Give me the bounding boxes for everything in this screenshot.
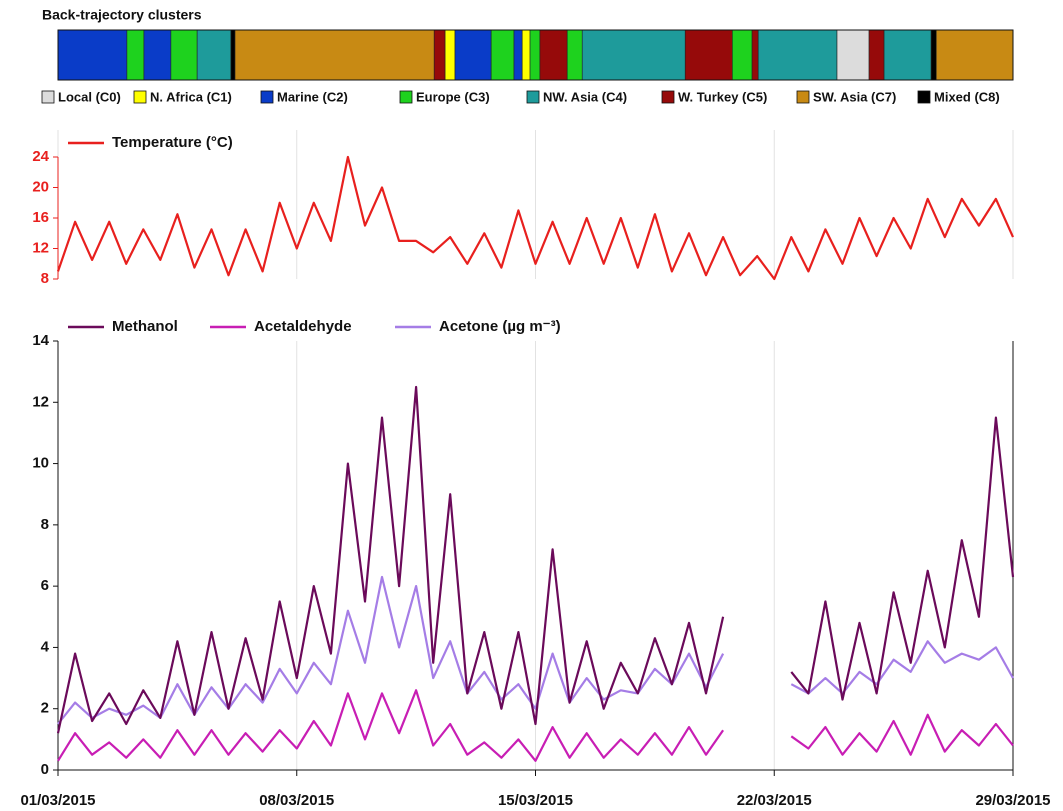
cluster-segment bbox=[234, 29, 435, 81]
cluster-segment bbox=[444, 29, 456, 81]
y-tick-label: 6 bbox=[41, 577, 49, 594]
series-line bbox=[57, 689, 1014, 762]
y-tick-label: 12 bbox=[32, 393, 49, 410]
x-tick-label: 29/03/2015 bbox=[975, 792, 1050, 809]
cluster-segment bbox=[521, 29, 531, 81]
cluster-segment bbox=[836, 29, 870, 81]
cluster-segment bbox=[581, 29, 686, 81]
legend-label: W. Turkey (C5) bbox=[678, 89, 767, 104]
cluster-segment bbox=[684, 29, 733, 81]
y-tick-label: 24 bbox=[32, 148, 49, 165]
legend-swatch bbox=[661, 90, 675, 104]
cluster-segment bbox=[868, 29, 885, 81]
y-tick-label: 4 bbox=[41, 638, 50, 655]
y-tick-label: 8 bbox=[41, 516, 49, 533]
cluster-segment bbox=[930, 29, 937, 81]
legend-label: Europe (C3) bbox=[416, 89, 490, 104]
y-tick-label: 20 bbox=[32, 178, 49, 195]
cluster-segment bbox=[126, 29, 145, 81]
x-tick-label: 15/03/2015 bbox=[498, 792, 573, 809]
cluster-segment bbox=[170, 29, 198, 81]
legend-label: Local (C0) bbox=[58, 89, 121, 104]
y-tick-label: 16 bbox=[32, 209, 49, 226]
series-line bbox=[56, 385, 1015, 734]
legend-swatch bbox=[260, 90, 274, 104]
cluster-segment bbox=[566, 29, 583, 81]
cluster-title: Back-trajectory clusters bbox=[42, 7, 202, 23]
cluster-segment bbox=[230, 29, 236, 81]
legend-swatch bbox=[526, 90, 540, 104]
legend-label: NW. Asia (C4) bbox=[543, 89, 627, 104]
cluster-segment bbox=[57, 29, 128, 81]
cluster-frame bbox=[57, 29, 1014, 81]
legend-swatch bbox=[41, 90, 55, 104]
y-tick-label: 10 bbox=[32, 455, 49, 472]
cluster-segment bbox=[196, 29, 232, 81]
legend-label: Marine (C2) bbox=[277, 89, 348, 104]
x-tick-label: 08/03/2015 bbox=[259, 792, 334, 809]
y-tick-label: 8 bbox=[41, 270, 49, 287]
legend-swatch bbox=[399, 90, 413, 104]
cluster-segment bbox=[935, 29, 1014, 81]
legend-label: Acetone (µg m⁻³) bbox=[439, 318, 561, 335]
legend-swatch bbox=[917, 90, 931, 104]
cluster-segment bbox=[490, 29, 515, 81]
x-tick-label: 01/03/2015 bbox=[20, 792, 95, 809]
legend-label: Mixed (C8) bbox=[934, 89, 1000, 104]
cluster-segment bbox=[513, 29, 523, 81]
legend-swatch bbox=[796, 90, 810, 104]
cluster-segment bbox=[143, 29, 172, 81]
cluster-segment bbox=[757, 29, 838, 81]
y-tick-label: 12 bbox=[32, 239, 49, 256]
y-tick-label: 0 bbox=[41, 761, 49, 778]
series-line bbox=[56, 155, 1015, 281]
cluster-segment bbox=[454, 29, 492, 81]
cluster-segment bbox=[731, 29, 753, 81]
legend-swatch bbox=[133, 90, 147, 104]
cluster-segment bbox=[539, 29, 568, 81]
x-tick-label: 22/03/2015 bbox=[737, 792, 812, 809]
legend-label: Temperature (°C) bbox=[112, 134, 233, 151]
legend-label: SW. Asia (C7) bbox=[813, 89, 896, 104]
y-tick-label: 14 bbox=[32, 332, 49, 349]
cluster-segment bbox=[529, 29, 541, 81]
cluster-segment bbox=[433, 29, 446, 81]
cluster-segment bbox=[883, 29, 932, 81]
y-tick-label: 2 bbox=[41, 700, 49, 717]
series-line bbox=[57, 575, 1014, 725]
legend-label: Acetaldehyde bbox=[254, 318, 352, 335]
legend-label: N. Africa (C1) bbox=[150, 89, 232, 104]
legend-label: Methanol bbox=[112, 318, 178, 335]
cluster-segment bbox=[751, 29, 759, 81]
